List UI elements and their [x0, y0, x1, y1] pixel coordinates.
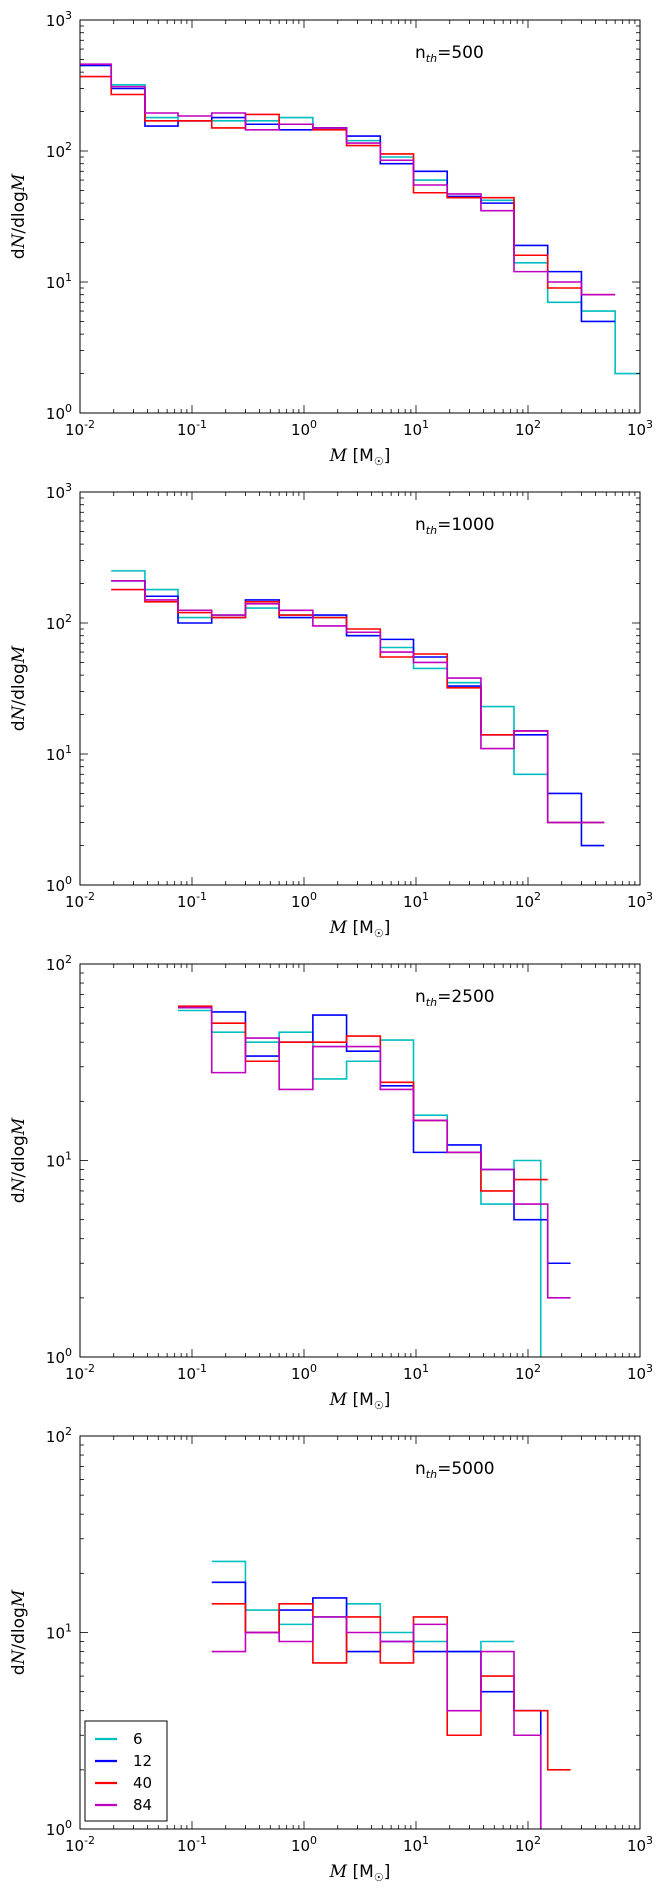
x-tick-label: 10-2 — [65, 418, 95, 439]
series-40-line — [211, 1602, 571, 1771]
x-tick-label: 10-2 — [65, 1834, 95, 1855]
x-tick-label: 100 — [291, 418, 317, 439]
panel-3: 10-2 10-1 100 101 102 103 100 101 102 M [M☉] dN/dl… — [9, 953, 653, 1412]
x-tick-label: 100 — [291, 1362, 317, 1383]
y-tick-label: 102 — [46, 953, 72, 974]
legend-label-12: 12 — [133, 1752, 152, 1770]
y-axis-label: dN/dlogM — [9, 1589, 29, 1675]
y-tick-label: 102 — [46, 1425, 72, 1446]
x-tick-label: 10-1 — [177, 1362, 207, 1383]
x-tick-label: 101 — [403, 1834, 429, 1855]
x-tick-label: 100 — [291, 890, 317, 911]
series-12-line — [211, 1581, 542, 1829]
x-tick-label: 103 — [627, 890, 653, 911]
series-12-line — [80, 64, 616, 323]
series-group — [178, 1005, 571, 1357]
series-12-line — [111, 579, 605, 847]
y-tick-label: 102 — [46, 612, 72, 633]
x-axis-label: M [M☉] — [329, 446, 391, 468]
y-axis-label: dN/dlogM — [9, 1117, 29, 1203]
x-tick-label: 10-1 — [177, 1834, 207, 1855]
panel-1: 10-2 10-1 100 101 102 103 100 101 102 103 M [M☉] dN… — [9, 9, 653, 468]
x-tick-label: 101 — [403, 1362, 429, 1383]
x-tick-label: 103 — [627, 1834, 653, 1855]
series-40-line — [80, 75, 616, 296]
x-axis-label: M [M☉] — [329, 1390, 391, 1412]
x-tick-label: 101 — [403, 418, 429, 439]
series-group — [211, 1560, 571, 1829]
x-axis-label: M [M☉] — [329, 1862, 391, 1884]
series-84-line — [80, 63, 616, 296]
y-tick-label: 100 — [46, 402, 72, 423]
panel-title: nth=500 — [415, 43, 484, 65]
y-axis-label: dN/dlogM — [9, 173, 29, 259]
y-tick-label: 100 — [46, 874, 72, 895]
y-tick-label: 103 — [46, 9, 72, 30]
series-84-line — [178, 1006, 571, 1299]
legend: 6 12 40 84 — [84, 1720, 168, 1822]
x-tick-label: 10-1 — [177, 890, 207, 911]
panel-title: nth=2500 — [415, 987, 495, 1009]
series-40-line — [178, 1005, 548, 1192]
x-tick-label: 10-1 — [177, 418, 207, 439]
x-axis-label: M [M☉] — [329, 918, 391, 940]
panel-2: 10-2 10-1 100 101 102 103 100 101 102 103 M [M☉] dN… — [9, 481, 653, 940]
x-tick-label: 102 — [515, 1362, 541, 1383]
x-tick-label: 103 — [627, 418, 653, 439]
y-tick-label: 101 — [46, 1150, 72, 1171]
y-tick-label: 100 — [46, 1346, 72, 1367]
x-tick-label: 102 — [515, 1834, 541, 1855]
series-40-line — [111, 588, 605, 824]
y-tick-label: 100 — [46, 1818, 72, 1839]
series-group — [111, 570, 605, 847]
panel-4: 10-2 10-1 100 101 102 103 100 101 102 M [M☉] dN/dl… — [9, 1425, 653, 1884]
legend-label-6: 6 — [133, 1730, 143, 1748]
x-tick-label: 103 — [627, 1362, 653, 1383]
series-6-line — [111, 570, 605, 824]
series-6-line — [80, 64, 640, 375]
x-tick-label: 10-2 — [65, 890, 95, 911]
plot-frame — [79, 491, 641, 886]
y-tick-label: 102 — [46, 140, 72, 161]
x-tick-label: 100 — [291, 1834, 317, 1855]
y-axis-label: dN/dlogM — [9, 645, 29, 731]
series-6-line — [211, 1560, 515, 1653]
series-84-line — [211, 1616, 542, 1829]
panel-title: nth=5000 — [415, 1459, 495, 1481]
legend-label-84: 84 — [133, 1796, 152, 1814]
x-tick-label: 102 — [515, 890, 541, 911]
y-tick-label: 103 — [46, 481, 72, 502]
series-group — [80, 63, 640, 375]
plot-frame — [79, 19, 641, 414]
y-tick-label: 101 — [46, 271, 72, 292]
y-tick-label: 101 — [46, 743, 72, 764]
series-84-line — [111, 579, 605, 824]
series-6-line — [178, 1009, 542, 1357]
legend-label-40: 40 — [133, 1774, 152, 1792]
x-tick-label: 101 — [403, 890, 429, 911]
panel-title: nth=1000 — [415, 515, 495, 537]
x-tick-label: 102 — [515, 418, 541, 439]
y-tick-label: 101 — [46, 1622, 72, 1643]
x-tick-label: 10-2 — [65, 1362, 95, 1383]
